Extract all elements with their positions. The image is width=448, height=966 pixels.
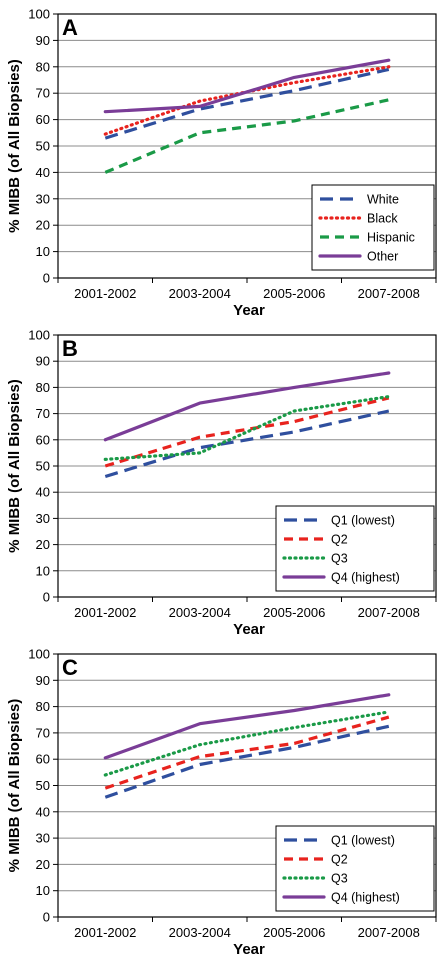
chart-b-series-q2: [104, 396, 390, 468]
chart-c-ytick-label-50: 50: [36, 778, 50, 793]
chart-b-ytick-label-80: 80: [36, 380, 50, 395]
chart-b-legend-label: Q4 (highest): [331, 571, 400, 585]
chart-b-ylabel: % MIBB (of All Biopsies): [6, 379, 23, 553]
chart-b-ytick-label-100: 100: [28, 328, 50, 343]
chart-b-legend-label: Q2: [331, 533, 348, 547]
chart-c-ytick-label-10: 10: [36, 883, 50, 898]
chart-c-legend-label: Q2: [331, 853, 348, 867]
chart-a-xtick-label-2003-2004: 2003-2004: [169, 286, 231, 301]
chart-b-ytick-label-50: 50: [36, 459, 50, 474]
chart-a-ylabel: % MIBB (of All Biopsies): [6, 59, 23, 233]
chart-a-ytick-label-40: 40: [36, 165, 50, 180]
chart-b-xtick-label-2001-2002: 2001-2002: [74, 605, 136, 620]
chart-b-ytick-label-70: 70: [36, 406, 50, 421]
chart-c-series-q1-lowest: [104, 724, 390, 799]
chart-c-xlabel: Year: [233, 941, 265, 958]
chart-a-legend-label: Black: [367, 212, 398, 226]
chart-c-legend-label: Q4 (highest): [331, 891, 400, 905]
chart-a-xlabel: Year: [233, 302, 265, 319]
chart-b-xtick-label-2005-2006: 2005-2006: [263, 605, 325, 620]
chart-a-legend: White Black Hispanic Other: [311, 184, 435, 271]
chart-b-ytick-label-0: 0: [43, 590, 50, 605]
chart-a-xtick-label-2007-2008: 2007-2008: [358, 286, 420, 301]
chart-b-xtick-label-2007-2008: 2007-2008: [358, 605, 420, 620]
chart-b-ytick-label-90: 90: [36, 354, 50, 369]
chart-b-ytick-label-40: 40: [36, 485, 50, 500]
chart-c-series-q3: [103, 710, 391, 777]
chart-a-xtick-label-2005-2006: 2005-2006: [263, 286, 325, 301]
chart-b-ytick-label-20: 20: [36, 537, 50, 552]
chart-b-legend-label: Q3: [331, 552, 348, 566]
chart-a-ytick-label-70: 70: [36, 86, 50, 101]
chart-a-panel-label: A: [62, 15, 78, 40]
chart-b-panel-label: B: [62, 336, 78, 361]
chart-b-xtick-label-2003-2004: 2003-2004: [169, 605, 231, 620]
chart-c-panel-label: C: [62, 655, 78, 680]
chart-a-series-other: [103, 58, 391, 114]
chart-c-ytick-label-30: 30: [36, 831, 50, 846]
chart-a-ytick-label-20: 20: [36, 218, 50, 233]
chart-c-legend: Q1 (lowest) Q2 Q3 Q4 (highest): [275, 825, 435, 912]
chart-b-series-q3: [103, 395, 391, 461]
chart-a-ytick-label-60: 60: [36, 112, 50, 127]
chart-a-ytick-label-80: 80: [36, 59, 50, 74]
chart-b-ytick-label-60: 60: [36, 432, 50, 447]
chart-b-legend: Q1 (lowest) Q2 Q3 Q4 (highest): [275, 505, 435, 592]
chart-b: 0 10 20 30 40 50 60 70 80 90 100 2001-2002 2003-2004…: [6, 328, 437, 638]
chart-c-ylabel: % MIBB (of All Biopsies): [6, 699, 23, 873]
chart-c-ytick-label-90: 90: [36, 673, 50, 688]
chart-c-ytick-label-40: 40: [36, 804, 50, 819]
chart-a-ytick-label-10: 10: [36, 244, 50, 259]
chart-c-ytick-label-0: 0: [43, 910, 50, 925]
chart-c-xtick-label-2003-2004: 2003-2004: [169, 925, 231, 940]
chart-a-ytick-label-0: 0: [43, 271, 50, 286]
chart-c-legend-label: Q3: [331, 872, 348, 886]
chart-a-series-hispanic: [104, 98, 390, 174]
chart-a-ytick-label-50: 50: [36, 139, 50, 154]
chart-a-legend-label: White: [367, 193, 399, 207]
chart-c-xtick-label-2007-2008: 2007-2008: [358, 925, 420, 940]
chart-b-ytick-label-30: 30: [36, 511, 50, 526]
chart-a-legend-label: Other: [367, 250, 398, 264]
chart-c-ytick-label-80: 80: [36, 699, 50, 714]
chart-a-xtick-label-2001-2002: 2001-2002: [74, 286, 136, 301]
chart-a-ytick-label-90: 90: [36, 33, 50, 48]
chart-c-xtick-label-2001-2002: 2001-2002: [74, 925, 136, 940]
chart-b-series-q1-lowest: [104, 409, 390, 479]
chart-c-xtick-label-2005-2006: 2005-2006: [263, 925, 325, 940]
chart-c-series-q2: [104, 715, 390, 790]
chart-b-series-q4-highest: [103, 371, 391, 442]
chart-c-series-q4-highest: [103, 693, 391, 760]
chart-c-legend-label: Q1 (lowest): [331, 834, 395, 848]
chart-a-series-white: [104, 67, 390, 140]
chart-c-ytick-label-60: 60: [36, 752, 50, 767]
chart-c: 0 10 20 30 40 50 60 70 80 90 100 2001-2002 2003-2004…: [6, 647, 437, 958]
chart-a: 0 10 20 30 40 50 60 70 80 90 100 2001-2002 2003-2004…: [6, 7, 437, 319]
chart-b-legend-label: Q1 (lowest): [331, 514, 395, 528]
chart-c-ytick-label-70: 70: [36, 725, 50, 740]
chart-b-xlabel: Year: [233, 621, 265, 638]
chart-c-ytick-label-100: 100: [28, 647, 50, 662]
chart-c-ytick-label-20: 20: [36, 857, 50, 872]
chart-a-ytick-label-100: 100: [28, 7, 50, 22]
chart-b-ytick-label-10: 10: [36, 563, 50, 578]
chart-a-legend-label: Hispanic: [367, 231, 415, 245]
chart-a-ytick-label-30: 30: [36, 191, 50, 206]
